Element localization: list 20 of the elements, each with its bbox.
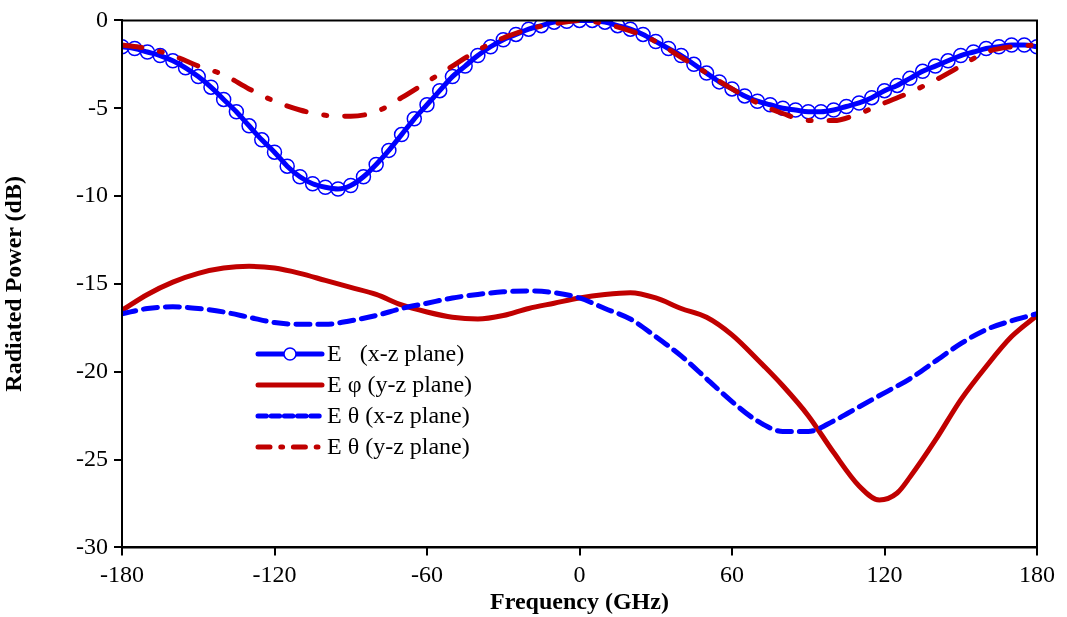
y-tick-label: -30 bbox=[76, 532, 108, 559]
legend-label: E θ (y-z plane) bbox=[327, 433, 470, 460]
x-tick-label: 180 bbox=[1019, 561, 1055, 588]
x-tick-label: -180 bbox=[100, 561, 144, 588]
y-tick-label: -10 bbox=[76, 181, 108, 208]
y-axis-title: Radiated Power (dB) bbox=[0, 176, 26, 392]
legend-label: E θ (x-z plane) bbox=[327, 402, 470, 429]
x-tick-label: 0 bbox=[573, 561, 586, 588]
y-tick-label: 0 bbox=[96, 5, 108, 32]
x-tick-label: 60 bbox=[720, 561, 744, 588]
y-tick-label: -20 bbox=[76, 357, 108, 384]
y-tick-label: -15 bbox=[76, 269, 108, 296]
y-tick-label: -25 bbox=[76, 444, 108, 471]
legend-label: E (x-z plane) bbox=[327, 340, 465, 367]
x-tick-label: -60 bbox=[411, 561, 443, 588]
x-tick-label: -120 bbox=[252, 561, 297, 588]
y-tick-label: -5 bbox=[88, 93, 108, 120]
x-axis-title: Frequency (GHz) bbox=[490, 587, 669, 614]
x-tick-label: 120 bbox=[866, 561, 903, 588]
legend-label: E φ (y-z plane) bbox=[327, 371, 473, 398]
